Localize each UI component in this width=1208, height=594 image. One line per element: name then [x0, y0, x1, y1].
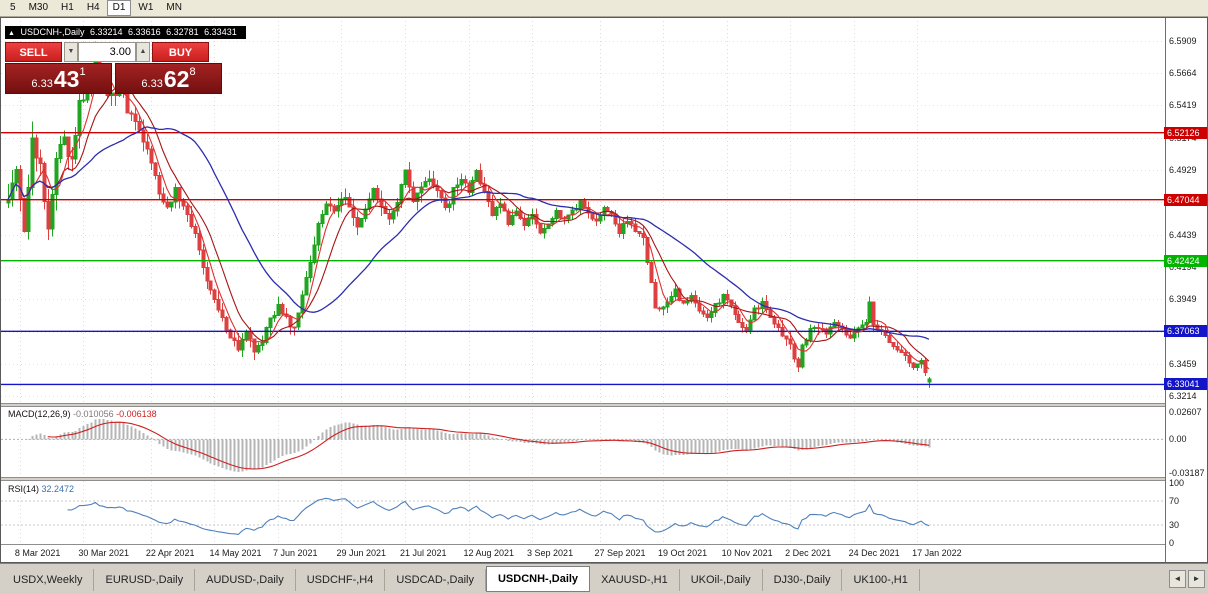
price-tick-label: 6.4929	[1169, 165, 1197, 176]
timeframe-button-w1[interactable]: W1	[138, 2, 154, 13]
price-level-badge: 6.47044	[1164, 193, 1208, 206]
macd-value-main: -0.010056	[73, 409, 114, 419]
grid-layer	[1, 17, 1164, 544]
date-axis-label: 30 Mar 2021	[78, 548, 129, 558]
date-axis-label: 10 Nov 2021	[721, 548, 773, 558]
date-axis-label: 3 Sep 2021	[527, 548, 574, 558]
chart-tab-uk100-h1[interactable]: UK100-,H1	[842, 569, 920, 591]
chart-tab-ukoil-daily[interactable]: UKOil-,Daily	[680, 569, 763, 591]
sell-button[interactable]: SELL	[5, 42, 62, 62]
level-lines-layer	[1, 132, 1164, 386]
rsi-tick-label: 30	[1169, 520, 1180, 530]
chart-title-overlay: ▲ USDCNH-,Daily 6.33214 6.33616 6.32781 …	[5, 26, 246, 39]
date-axis-label: 12 Aug 2021	[463, 548, 515, 558]
one-click-trading-panel: SELL ▼ ▲ BUY 6.33 43 1 6.33 62 8	[5, 42, 222, 94]
date-axis-label: 27 Sep 2021	[594, 548, 646, 558]
ohlc-high: 6.33616	[128, 27, 161, 37]
rsi-indicator-label: RSI(14) 32.2472	[8, 484, 74, 494]
chart-tab-xauusd-h1[interactable]: XAUUSD-,H1	[590, 569, 680, 591]
date-axis-label: 2 Dec 2021	[785, 548, 832, 558]
chart-tab-usdcad-daily[interactable]: USDCAD-,Daily	[385, 569, 486, 591]
chart-tab-usdchf-h4[interactable]: USDCHF-,H4	[296, 569, 386, 591]
price-tick-label: 6.4439	[1169, 229, 1197, 240]
rsi-tick-label: 70	[1169, 496, 1180, 506]
macd-value-signal: -0.006138	[116, 409, 157, 419]
price-tick-label: 6.5419	[1169, 100, 1197, 111]
sell-price-sup: 1	[79, 66, 86, 78]
sell-price-base: 6.33	[31, 78, 53, 90]
price-tick-label: 6.4194	[1169, 262, 1197, 273]
date-axis-label: 22 Apr 2021	[145, 548, 195, 558]
date-axis-label: 17 Jan 2022	[912, 548, 962, 558]
price-level-badge: 6.37063	[1164, 325, 1208, 338]
buy-price-sup: 8	[189, 66, 196, 78]
date-axis-label: 14 May 2021	[209, 548, 262, 558]
price-level-badge: 6.52126	[1164, 126, 1208, 139]
sell-price-display[interactable]: 6.33 43 1	[5, 63, 112, 94]
price-tick-label: 6.3949	[1169, 294, 1197, 305]
buy-price-big: 62	[163, 66, 190, 92]
macd-indicator-label: MACD(12,26,9) -0.010056 -0.006138	[8, 409, 157, 419]
chart-symbol-label: USDCNH-,Daily	[20, 27, 85, 37]
date-axis-label: 21 Jul 2021	[400, 548, 447, 558]
candles-layer	[6, 41, 932, 388]
tab-scroll-right-icon[interactable]: ►	[1188, 570, 1205, 588]
tab-scroll-left-icon[interactable]: ◄	[1169, 570, 1186, 588]
sell-price-big: 43	[53, 66, 80, 92]
buy-button[interactable]: BUY	[152, 42, 209, 62]
rsi-layer	[1, 497, 1164, 535]
volume-input[interactable]	[78, 42, 136, 62]
collapse-icon[interactable]: ▲	[8, 30, 15, 37]
ohlc-low: 6.32781	[166, 27, 199, 37]
chart-tab-eurusd-daily[interactable]: EURUSD-,Daily	[94, 569, 196, 591]
timeframe-button-h4[interactable]: H4	[86, 2, 100, 13]
price-tick-label: 6.5909	[1169, 35, 1197, 46]
pane-dividers	[0, 403, 1208, 545]
date-axis-label: 24 Dec 2021	[848, 548, 900, 558]
macd-tick-label: -0.03187	[1169, 468, 1205, 478]
chart-tab-usdx-weekly[interactable]: USDX,Weekly	[2, 569, 95, 591]
timeframe-button-h1[interactable]: H1	[61, 2, 74, 13]
timeframe-button-mn[interactable]: MN	[166, 2, 182, 13]
price-tick-label: 6.3214	[1169, 391, 1197, 402]
date-axis-label: 8 Mar 2021	[14, 548, 61, 558]
ohlc-close: 6.33431	[204, 27, 237, 37]
rsi-name: RSI(14)	[8, 484, 40, 494]
timeframe-button-m30[interactable]: M30	[28, 2, 49, 13]
price-axis[interactable]	[1165, 17, 1208, 563]
tab-scroll-controls: ◄ ►	[1167, 570, 1205, 588]
macd-name: MACD(12,26,9)	[8, 409, 71, 419]
chart-tab-dj30-daily[interactable]: DJ30-,Daily	[763, 569, 843, 591]
price-level-badge: 6.42424	[1164, 254, 1208, 267]
price-level-badge: 6.33041	[1164, 378, 1208, 391]
ohlc-open: 6.33214	[89, 27, 123, 37]
price-tick-label: 6.5664	[1169, 68, 1197, 79]
timeframe-button-5[interactable]: 5	[10, 2, 16, 13]
timeframe-button-d1[interactable]: D1	[106, 0, 132, 16]
macd-tick-label: 0.00	[1169, 434, 1187, 445]
buy-price-display[interactable]: 6.33 62 8	[115, 63, 222, 94]
volume-up-button[interactable]: ▲	[136, 42, 150, 62]
rsi-tick-label: 0	[1169, 538, 1175, 548]
buy-price-base: 6.33	[141, 78, 163, 90]
macd-layer	[1, 418, 1164, 472]
moving-averages-layer	[7, 78, 930, 370]
chart-tab-usdcnh-daily[interactable]: USDCNH-,Daily	[485, 566, 591, 592]
date-axis-label: 19 Oct 2021	[658, 548, 708, 558]
volume-down-button[interactable]: ▼	[64, 42, 78, 62]
chart-tabs-bar: USDX,Weekly EURUSD-,Daily AUDUSD-,Daily USD…	[0, 563, 1208, 594]
date-axis-label: 29 Jun 2021	[336, 548, 387, 558]
macd-tick-label: 0.02607	[1169, 407, 1202, 417]
rsi-tick-label: 100	[1169, 478, 1185, 488]
chart-tab-audusd-daily[interactable]: AUDUSD-,Daily	[195, 569, 296, 591]
rsi-value: 32.2472	[41, 484, 75, 494]
timeframe-toolbar: 5 M30 H1 H4 D1 W1 MN	[0, 0, 1208, 17]
date-axis-label: 7 Jun 2021	[272, 548, 318, 558]
price-tick-label: 6.3459	[1169, 358, 1197, 369]
